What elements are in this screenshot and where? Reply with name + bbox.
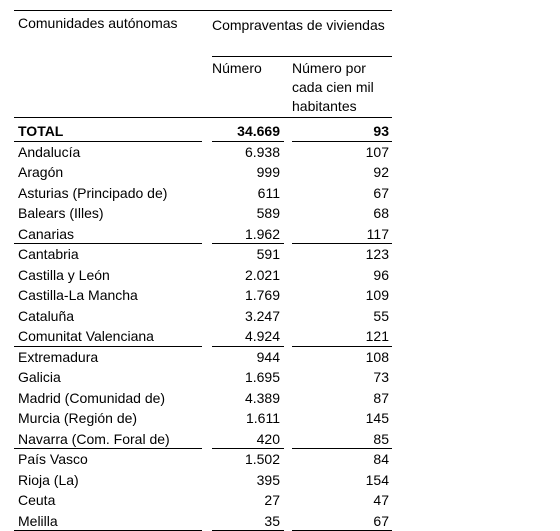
sales-number-cell: 420: [212, 429, 280, 450]
sales-number-cell: 1.502: [212, 449, 280, 470]
sales-rate-cell: 154: [292, 470, 389, 491]
sales-rate-cell: 93: [292, 121, 389, 142]
table-row: Andalucía 6.938 107: [14, 142, 392, 163]
sales-number-cell: 4.924: [212, 326, 280, 347]
region-name-cell: Navarra (Com. Foral de): [18, 429, 170, 450]
region-name-cell: Rioja (La): [18, 470, 79, 491]
sales-number-cell: 6.938: [212, 142, 280, 163]
table-row: Cantabria 591 123: [14, 244, 392, 265]
region-name-cell: Cantabria: [18, 244, 79, 265]
region-name-cell: Aragón: [18, 162, 63, 183]
sales-number-cell: 611: [212, 183, 280, 204]
sales-rate-cell: 84: [292, 449, 389, 470]
table-row: País Vasco 1.502 84: [14, 449, 392, 470]
table-row: Madrid (Comunidad de) 4.389 87: [14, 388, 392, 409]
column-group-header: Compraventas de viviendas: [212, 15, 392, 35]
region-name-cell: Melilla: [18, 511, 58, 531]
sales-rate-cell: 107: [292, 142, 389, 163]
sales-rate-cell: 47: [292, 490, 389, 511]
sales-rate-cell: 85: [292, 429, 389, 450]
region-name-cell: TOTAL: [18, 121, 63, 142]
column-header-rate: Número por cada cien mil habitantes: [292, 59, 392, 116]
region-name-cell: Extremadura: [18, 347, 98, 368]
table-row: Cataluña 3.247 55: [14, 306, 392, 327]
sales-number-cell: 395: [212, 470, 280, 491]
region-name-cell: Andalucía: [18, 142, 80, 163]
sales-number-cell: 591: [212, 244, 280, 265]
table-row: Ceuta 27 47: [14, 490, 392, 511]
table-row: Balears (Illes) 589 68: [14, 203, 392, 224]
region-name-cell: Comunitat Valenciana: [18, 326, 154, 347]
sales-rate-cell: 109: [292, 285, 389, 306]
region-name-cell: Ceuta: [18, 490, 55, 511]
region-name-cell: Madrid (Comunidad de): [18, 388, 165, 409]
sales-rate-cell: 92: [292, 162, 389, 183]
sales-number-cell: 1.695: [212, 367, 280, 388]
table-row: Galicia 1.695 73: [14, 367, 392, 388]
region-name-cell: Galicia: [18, 367, 61, 388]
region-name-cell: Castilla y León: [18, 265, 110, 286]
region-name-cell: Asturias (Principado de): [18, 183, 167, 204]
table-row: Castilla y León 2.021 96: [14, 265, 392, 286]
sales-number-cell: 35: [212, 511, 280, 531]
sales-rate-cell: 68: [292, 203, 389, 224]
region-name-cell: País Vasco: [18, 449, 88, 470]
sales-rate-cell: 67: [292, 511, 389, 531]
region-name-cell: Castilla-La Mancha: [18, 285, 138, 306]
sales-number-cell: 4.389: [212, 388, 280, 409]
sales-number-cell: 999: [212, 162, 280, 183]
sales-number-cell: 589: [212, 203, 280, 224]
sales-number-cell: 34.669: [212, 121, 280, 142]
sales-number-cell: 27: [212, 490, 280, 511]
table-row: Asturias (Principado de) 611 67: [14, 183, 392, 204]
sales-rate-cell: 73: [292, 367, 389, 388]
region-name-cell: Balears (Illes): [18, 203, 104, 224]
table-row: Melilla 35 67: [14, 511, 392, 531]
sales-number-cell: 1.962: [212, 224, 280, 245]
region-name-cell: Murcia (Región de): [18, 408, 137, 429]
column-header-region: Comunidades autónomas: [18, 13, 198, 33]
table-row: Rioja (La) 395 154: [14, 470, 392, 491]
table-row: Aragón 999 92: [14, 162, 392, 183]
sales-number-cell: 2.021: [212, 265, 280, 286]
column-header-number: Número: [212, 59, 288, 77]
sales-rate-cell: 121: [292, 326, 389, 347]
table-row: Comunitat Valenciana 4.924 121: [14, 326, 392, 347]
sales-rate-cell: 96: [292, 265, 389, 286]
sales-rate-cell: 87: [292, 388, 389, 409]
sales-rate-cell: 67: [292, 183, 389, 204]
sales-number-cell: 1.769: [212, 285, 280, 306]
sales-rate-cell: 108: [292, 347, 389, 368]
region-name-cell: Cataluña: [18, 306, 74, 327]
group-divider: [212, 56, 392, 57]
table-body: TOTAL 34.669 93 Andalucía 6.938 107 Aragón 999 9…: [14, 121, 392, 531]
housing-sales-table: Comunidades autónomas Compraventas de vi…: [14, 10, 392, 531]
sales-rate-cell: 55: [292, 306, 389, 327]
total-row: TOTAL 34.669 93: [14, 121, 392, 142]
region-name-cell: Canarias: [18, 224, 74, 245]
sales-number-cell: 1.611: [212, 408, 280, 429]
table-row: Navarra (Com. Foral de) 420 85: [14, 429, 392, 450]
table-row: Castilla-La Mancha 1.769 109: [14, 285, 392, 306]
header-divider: [14, 117, 392, 118]
sales-rate-cell: 117: [292, 224, 389, 245]
table-row: Extremadura 944 108: [14, 347, 392, 368]
sales-number-cell: 3.247: [212, 306, 280, 327]
table-header: Comunidades autónomas Compraventas de vi…: [14, 10, 392, 121]
table-row: Murcia (Región de) 1.611 145: [14, 408, 392, 429]
sales-number-cell: 944: [212, 347, 280, 368]
table-row: Canarias 1.962 117: [14, 224, 392, 245]
sales-rate-cell: 123: [292, 244, 389, 265]
sales-rate-cell: 145: [292, 408, 389, 429]
